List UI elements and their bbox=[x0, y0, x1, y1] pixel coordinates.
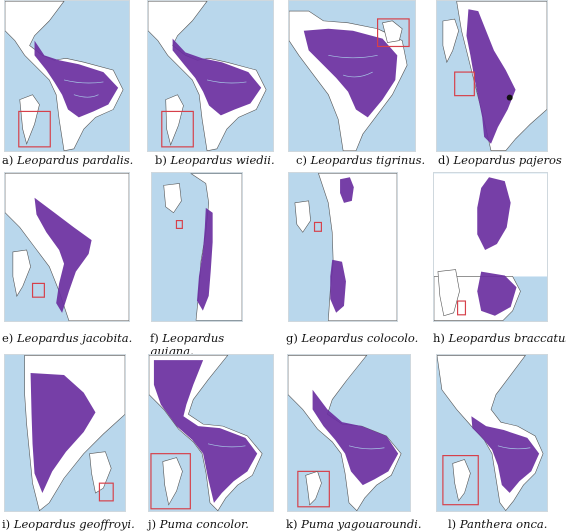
caption-l-letter: l) bbox=[448, 517, 457, 531]
caption-l: l) Panthera onca. bbox=[448, 518, 547, 531]
map-e bbox=[4, 172, 130, 322]
range-map-wiedii bbox=[148, 1, 267, 151]
range-map-colocolo bbox=[294, 173, 397, 321]
caption-j-letter: j) bbox=[148, 517, 157, 531]
map-b bbox=[147, 0, 274, 152]
range-map-braccatus bbox=[434, 173, 547, 321]
caption-g-species: Leopardus colocolo. bbox=[301, 331, 419, 345]
caption-i: i) Leopardus geoffroyi. bbox=[2, 518, 135, 531]
range-map-concolor bbox=[149, 355, 263, 511]
caption-f-letter: f) bbox=[150, 331, 159, 345]
map-d bbox=[436, 0, 548, 152]
caption-g-letter: g) bbox=[286, 331, 298, 345]
caption-e-species: Leopardus jacobita. bbox=[16, 331, 133, 345]
caption-b: b) Leopardus wiedii. bbox=[155, 154, 275, 167]
range-map-guigna bbox=[163, 173, 242, 321]
caption-d: d) Leopardus pajeros bbox=[438, 154, 562, 167]
caption-g: g) Leopardus colocolo. bbox=[286, 332, 418, 345]
map-l bbox=[436, 354, 548, 512]
caption-h-letter: h) bbox=[433, 331, 445, 345]
caption-a-letter: a) bbox=[2, 153, 14, 167]
range-map-pajeros bbox=[442, 1, 547, 151]
caption-e: e) Leopardus jacobita. bbox=[2, 332, 132, 345]
caption-k-species: Puma yagouaroundi. bbox=[301, 517, 422, 531]
map-i bbox=[4, 354, 126, 512]
caption-i-species: Leopardus geoffroyi. bbox=[13, 517, 135, 531]
map-c bbox=[288, 0, 416, 152]
caption-i-letter: i) bbox=[2, 517, 11, 531]
range-map-yagouaroundi bbox=[288, 355, 402, 511]
range-map-pardalis bbox=[5, 1, 124, 151]
caption-c-letter: c) bbox=[296, 153, 307, 167]
caption-k: k) Puma yagouaroundi. bbox=[286, 518, 422, 531]
map-g bbox=[288, 172, 398, 322]
map-h bbox=[433, 172, 548, 322]
map-k bbox=[287, 354, 411, 512]
range-map-onca bbox=[437, 355, 544, 511]
caption-j: j) Puma concolor. bbox=[148, 518, 249, 531]
range-map-tigrinus bbox=[289, 10, 410, 151]
caption-h: h) Leopardus braccatus. bbox=[433, 332, 566, 345]
map-f bbox=[151, 172, 243, 322]
caption-a: a) Leopardus pardalis. bbox=[2, 154, 133, 167]
caption-e-letter: e) bbox=[2, 331, 14, 345]
map-j bbox=[148, 354, 274, 512]
caption-c: c) Leopardus tigrinus. bbox=[296, 154, 425, 167]
caption-h-species: Leopardus braccatus. bbox=[448, 331, 566, 345]
caption-k-letter: k) bbox=[286, 517, 298, 531]
caption-j-species: Puma concolor. bbox=[159, 517, 249, 531]
caption-c-species: Leopardus tigrinus. bbox=[310, 153, 426, 167]
caption-d-letter: d) bbox=[438, 153, 450, 167]
range-map-jacobita bbox=[5, 173, 129, 321]
caption-l-species: Panthera onca. bbox=[459, 517, 548, 531]
caption-b-species: Leopardus wiedii. bbox=[170, 153, 275, 167]
caption-a-species: Leopardus pardalis. bbox=[17, 153, 134, 167]
caption-b-letter: b) bbox=[155, 153, 167, 167]
map-a bbox=[4, 0, 130, 152]
caption-d-species: Leopardus pajeros bbox=[453, 153, 562, 167]
range-map-geoffroyi bbox=[24, 355, 125, 511]
